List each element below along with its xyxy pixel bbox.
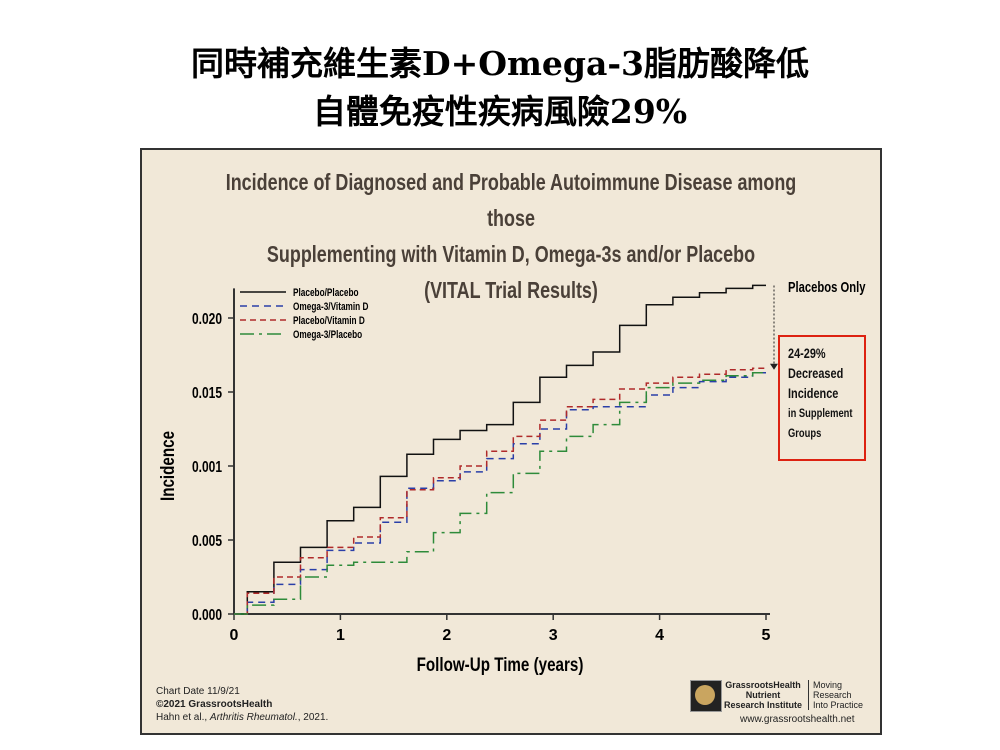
tagline: Moving Research Into Practice (808, 680, 863, 710)
copyright: ©2021 GrassrootsHealth (156, 699, 273, 710)
logo-figure-icon (695, 685, 715, 705)
placebos-only-label: Placebos Only (788, 278, 866, 295)
annotation-line: Incidence (788, 385, 839, 401)
chart-title-line: (VITAL Trial Results) (424, 277, 598, 303)
x-tick-label: 5 (762, 627, 771, 644)
y-tick-label: 0.005 (192, 531, 222, 549)
headline: 同時補充維生素D+Omega-3脂肪酸降低 自體免疫性疾病風險29% (0, 40, 1000, 136)
annotation-line: Groups (788, 426, 822, 440)
headline-line-2: 自體免疫性疾病風險29% (312, 92, 688, 131)
series-line-omega-3-vitamin-d (234, 372, 766, 615)
series-line-placebo-placebo (234, 284, 766, 615)
reduction-annotation-box: 24-29% Decreased Incidence in Supplement… (778, 335, 866, 461)
tagline-line: Moving (813, 680, 843, 690)
y-tick-label: 0.015 (192, 383, 222, 401)
citation: Hahn et al., Arthritis Rheumatol., 2021. (156, 712, 328, 723)
y-tick-label: 0.000 (192, 605, 222, 623)
logo-text: GrassrootsHealth Nutrient Research Insti… (724, 680, 802, 710)
citation-authors: Hahn et al., (156, 712, 210, 723)
website[interactable]: www.grassrootshealth.net (740, 714, 855, 725)
series-line-omega-3-placebo (234, 372, 766, 615)
logo-line: Research Institute (724, 700, 803, 710)
chart-title-line: Incidence of Diagnosed and Probable Auto… (225, 169, 797, 231)
legend-label: Placebo/Vitamin D (293, 315, 365, 327)
legend-label: Placebo/Placebo (293, 287, 359, 299)
y-axis-label: Incidence (156, 431, 178, 501)
annotation-line: 24-29% (788, 345, 826, 361)
tagline-line: Research (813, 690, 852, 700)
annotation-line: in Supplement (788, 406, 853, 420)
citation-year: , 2021. (297, 712, 329, 723)
x-tick-label: 1 (336, 627, 345, 644)
logo-line: Nutrient (745, 690, 781, 700)
x-tick-label: 4 (655, 627, 664, 644)
chart-panel: Incidence of Diagnosed and Probable Auto… (140, 148, 882, 735)
logo (690, 680, 722, 712)
legend-label: Omega-3/Vitamin D (293, 301, 368, 313)
x-tick-label: 3 (549, 627, 558, 644)
x-axis-label: Follow-Up Time (years) (417, 653, 584, 675)
y-tick-label: 0.020 (192, 309, 222, 327)
citation-journal: Arthritis Rheumatol. (209, 712, 298, 723)
chart-title-line: Supplementing with Vitamin D, Omega-3s a… (266, 241, 756, 267)
headline-line-1: 同時補充維生素D+Omega-3脂肪酸降低 (190, 44, 810, 83)
chart-date: Chart Date 11/9/21 (156, 686, 240, 697)
logo-name: GrassrootsHealth (725, 680, 801, 690)
chart-title: Incidence of Diagnosed and Probable Auto… (223, 164, 799, 308)
legend-label: Omega-3/Placebo (293, 329, 362, 341)
arrowhead-icon (770, 363, 778, 370)
tagline-line: Into Practice (813, 700, 864, 710)
x-tick-label: 0 (230, 627, 239, 644)
y-tick-label: 0.001 (192, 457, 222, 475)
series-line-placebo-vitamin-d (234, 367, 766, 615)
annotation-line: Decreased (788, 365, 844, 381)
x-tick-label: 2 (442, 627, 451, 644)
